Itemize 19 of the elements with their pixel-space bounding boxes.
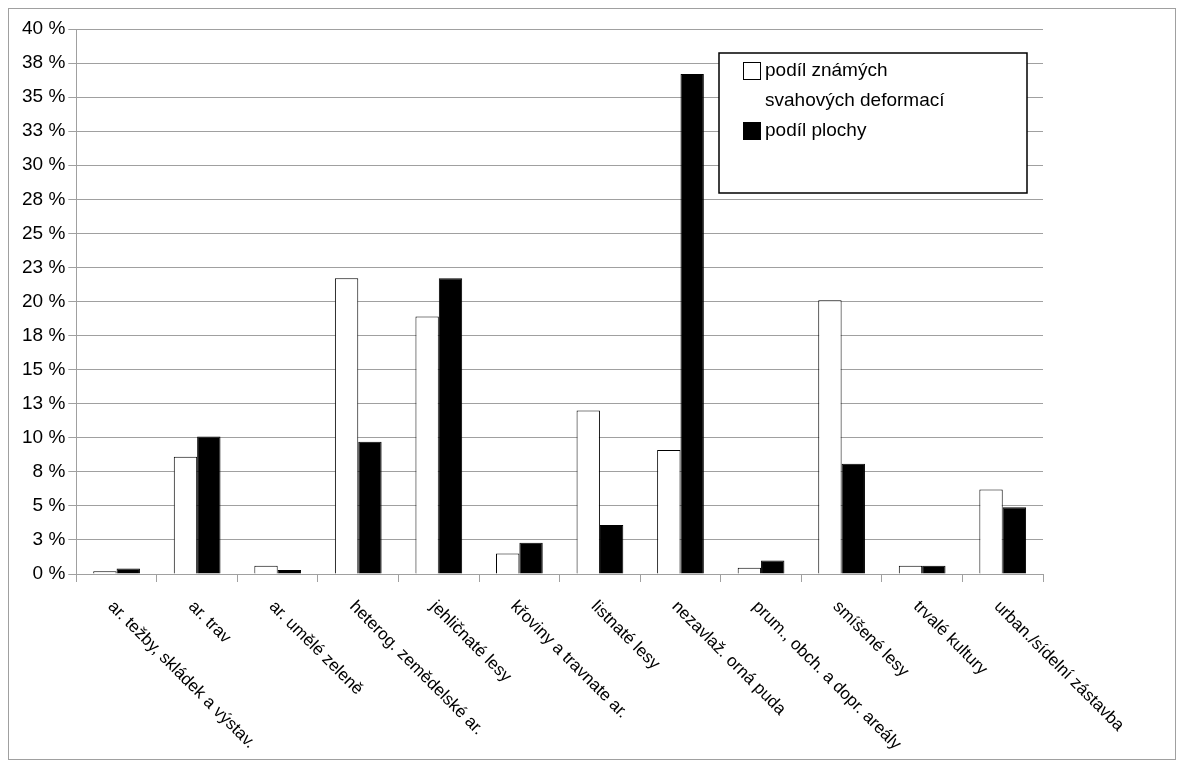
y-tick-label: 40 % (21, 17, 66, 39)
y-tick-label: 3 % (32, 528, 66, 550)
y-tick-label: 20 % (21, 289, 66, 311)
y-tick-label: 5 % (32, 494, 66, 516)
y-tick-label: 35 % (21, 85, 66, 107)
y-tick-label: 23 % (21, 255, 66, 277)
y-tick-label: 8 % (32, 460, 66, 482)
y-tick-label: 18 % (21, 323, 66, 345)
y-tick-label: 30 % (21, 153, 66, 175)
y-tick-label: 15 % (21, 357, 66, 379)
y-tick-label: 10 % (21, 425, 66, 447)
y-tick-label: 13 % (21, 391, 66, 413)
y-tick-label: 0 % (32, 562, 66, 584)
y-tick-label: 38 % (21, 51, 66, 73)
y-tick-label: 33 % (21, 119, 66, 141)
y-tick-label: 28 % (21, 187, 66, 209)
x-tick-label: ar. trav (185, 596, 236, 648)
y-tick-label: 25 % (21, 221, 66, 243)
legend-label: podíl plochy (765, 119, 867, 141)
